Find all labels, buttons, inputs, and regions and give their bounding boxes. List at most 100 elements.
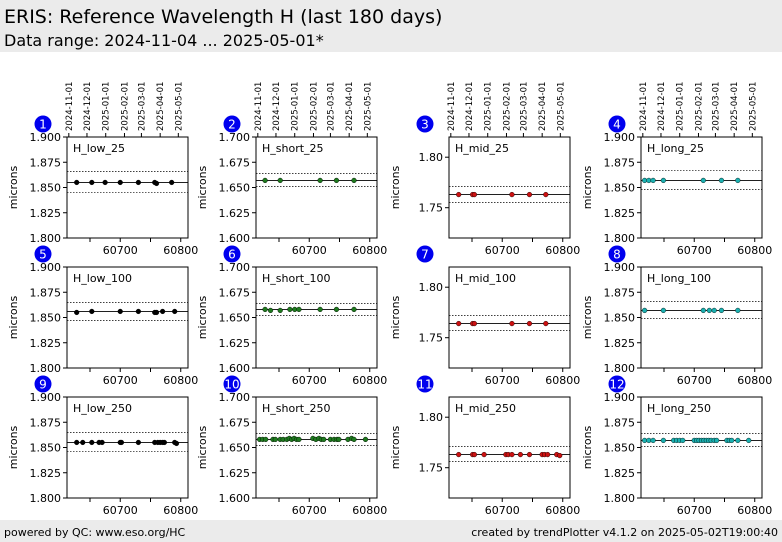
panel-11-xtick-label: 60700 (485, 504, 520, 517)
panel-2-date-label: 2024-12-01 (272, 82, 282, 131)
panel-10-point (362, 436, 369, 443)
header: ERIS: Reference Wavelength H (last 180 d… (0, 0, 782, 52)
panel-11-title: H_mid_250 (455, 402, 516, 415)
panel-8-ylabel: microns (581, 295, 594, 339)
panel-12-xtick-label: 60800 (737, 504, 772, 517)
panel-2-point (262, 177, 268, 184)
panel-2-point (317, 177, 323, 184)
panel-9-point (135, 439, 141, 446)
panel-9-badge-number: 9 (39, 378, 47, 392)
panel-12-frame (640, 396, 763, 499)
panel-5-ytick-label: 1.900 (30, 261, 62, 274)
panel-9-ylabel: microns (7, 425, 20, 469)
panel-4-point (718, 177, 725, 184)
panel-2-ytick-label: 1.600 (219, 232, 251, 245)
panel-1-title: H_low_25 (73, 142, 125, 155)
panel-5-ytick-label: 1.875 (30, 286, 62, 299)
panel-9-ytick-label: 1.850 (30, 442, 62, 455)
footer-credit: powered by QC: www.eso.org/HC (4, 526, 186, 539)
panel-4-badge-number: 4 (613, 118, 621, 132)
panel-7-point (509, 320, 515, 327)
panel-5-point (172, 308, 178, 315)
panel-11-point (526, 451, 533, 458)
panel-7-point (456, 320, 462, 327)
panel-8-ytick-label: 1.900 (604, 261, 636, 274)
panel-3-date-label: 2024-12-01 (465, 82, 475, 131)
panel-3-point (509, 191, 515, 198)
panel-1-ytick-label: 1.900 (30, 131, 62, 144)
panel-10-ytick-label: 1.700 (219, 391, 251, 404)
panel-6-point (287, 306, 293, 313)
panel-10-ylabel: microns (196, 425, 209, 469)
panel-8-badge-number: 8 (613, 248, 621, 262)
panel-8-ytick-label: 1.800 (604, 362, 636, 375)
panel-1-ylabel: microns (7, 165, 20, 209)
panel-11-ytick-label: 1.80 (419, 411, 444, 424)
panel-12-ytick-label: 1.900 (604, 391, 636, 404)
panel-9-title: H_low_250 (73, 402, 132, 415)
panel-3-point (456, 191, 462, 198)
panel-1-point (89, 179, 95, 186)
panel-5-point (74, 309, 80, 316)
panel-12-ytick-label: 1.800 (604, 492, 636, 505)
panel-6-badge (223, 245, 241, 263)
panel-8-point (711, 307, 717, 314)
panel-3-date-label: 2025-02-01 (502, 82, 512, 131)
panel-12-badge-number: 12 (609, 378, 624, 392)
panel-3-ytick-label: 1.80 (419, 151, 444, 164)
panel-4-point (700, 177, 706, 184)
panel-1-date-label: 2025-05-01 (174, 82, 184, 131)
panel-5-title: H_low_100 (73, 272, 132, 285)
panel-4-badge (608, 115, 626, 133)
panel-2-ytick-label: 1.650 (219, 182, 251, 195)
panel-5-badge-number: 5 (39, 248, 47, 262)
panel-11-point (517, 451, 523, 458)
panel-3-date-label: 2025-03-01 (519, 82, 529, 131)
panel-5-point (135, 308, 141, 315)
panel-2-date-label: 2025-05-01 (363, 82, 373, 131)
panel-5-xtick-label: 60700 (103, 374, 138, 387)
panel-1-frame (66, 136, 189, 239)
panel-1-point (102, 179, 108, 186)
panel-11-point (481, 451, 487, 458)
panel-12-ytick-label: 1.825 (604, 467, 636, 480)
panel-3-frame (448, 136, 571, 239)
panel-6-point (267, 307, 274, 314)
panel-2-xtick-label: 60700 (292, 244, 327, 257)
footer: powered by QC: www.eso.org/HC created by… (0, 520, 782, 542)
panel-10-ytick-label: 1.650 (219, 442, 251, 455)
panel-8-title: H_long_100 (647, 272, 711, 285)
panel-2-ytick-label: 1.700 (219, 131, 251, 144)
panel-9-point (99, 439, 105, 446)
panel-6-xtick-label: 60700 (292, 374, 327, 387)
panel-12-badge (608, 375, 626, 393)
panel-4-point (660, 177, 666, 184)
panel-6-ytick-label: 1.625 (219, 337, 251, 350)
panel-2-date-label: 2025-03-01 (326, 82, 336, 131)
panel-12-ytick-label: 1.850 (604, 442, 636, 455)
panel-2-date-label: 2024-11-01 (254, 82, 264, 131)
panel-11-point (509, 451, 515, 458)
panel-12-point (735, 437, 741, 444)
panel-8-point (642, 307, 648, 314)
panel-7-ytick-label: 1.80 (419, 281, 444, 294)
panel-3-badge-number: 3 (421, 118, 429, 132)
panel-9-point (173, 440, 180, 447)
panel-4-ytick-label: 1.825 (604, 207, 636, 220)
panel-1-point (135, 179, 141, 186)
panel-1-point (117, 179, 123, 186)
panel-5-ytick-label: 1.850 (30, 312, 62, 325)
panel-10-xtick-label: 60800 (352, 504, 387, 517)
panel-6-point (277, 307, 283, 314)
panel-1-date-label: 2024-12-01 (83, 82, 93, 131)
panel-1-xtick-label: 60700 (103, 244, 138, 257)
panel-1-date-label: 2025-03-01 (137, 82, 147, 131)
panel-7-frame (448, 266, 571, 369)
panel-12-title: H_long_250 (647, 402, 711, 415)
panel-9-point (161, 439, 168, 446)
panel-10-point (321, 436, 327, 443)
panel-3-title: H_mid_25 (455, 142, 509, 155)
panel-4-point (650, 177, 656, 184)
panel-10-frame (255, 396, 378, 499)
panel-5-xtick-label: 60800 (163, 374, 198, 387)
